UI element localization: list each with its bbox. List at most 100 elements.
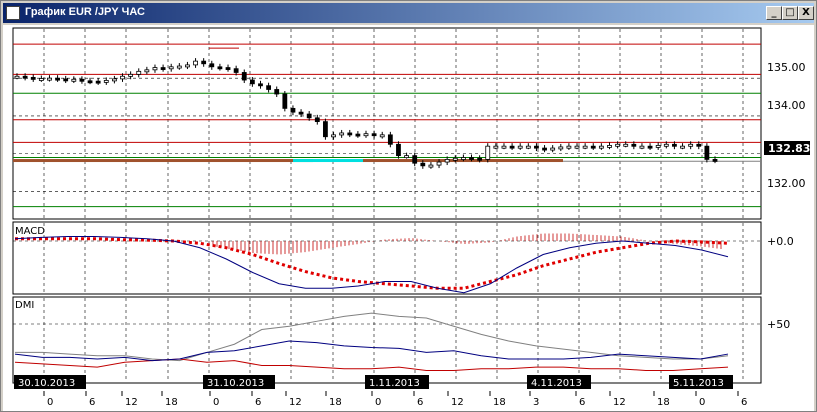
date-label-5: 5.11.2013 [673,378,724,389]
candle-body [542,147,547,151]
dmi-label: DMI [15,300,34,311]
candle-body [63,78,69,82]
hour-label: 18 [329,397,342,408]
price-axis-label-134: 134.00 [767,99,806,112]
candle-body [14,75,20,79]
close-button[interactable]: X [798,6,814,20]
candle-body [412,155,418,164]
candle-body [420,162,426,167]
candle-body [144,69,150,73]
candle-body [631,143,637,147]
support-band-cyan [293,159,363,163]
title-bar[interactable]: График EUR /JPY ЧАС _ □ X [3,3,814,23]
candle-body [582,145,588,149]
candle-body [241,72,247,81]
candle-body [477,157,483,161]
candle-body [185,64,190,68]
candle-body [168,66,174,70]
candle-body [696,143,702,147]
candle-body [128,73,134,77]
hour-label: 6 [741,397,747,408]
candle-body [655,145,661,148]
maximize-button[interactable]: □ [782,6,798,20]
candle-body [225,67,231,70]
candle-body [371,133,377,137]
candle-body [623,143,629,147]
chart-app-icon [6,6,20,20]
macd-pane-frame [12,221,762,295]
candle-body [201,60,207,65]
candle-body [574,145,580,149]
candle-body [339,132,345,136]
dmi-adx-line [15,312,729,362]
candle-body [136,70,142,75]
dmi-pane-frame [12,296,762,384]
hour-label: 12 [613,397,626,408]
price-axis-label-132: 132.00 [767,177,806,190]
candle-body [176,65,182,69]
date-label-1: 30.10.2013 [18,378,75,389]
candle-body [452,157,458,161]
candle-body [193,60,198,66]
dmi-axis-label: +50 [767,318,790,331]
candle-body [347,132,353,136]
hour-label: 0 [213,397,219,408]
candle-body [396,143,401,157]
candle-body [615,143,621,147]
dmi-plus-di-line [14,340,729,362]
hour-label: 6 [417,397,423,408]
candle-body [152,67,158,71]
candle-body [30,76,36,80]
candle-body [525,145,531,149]
candle-body [672,143,677,147]
hour-label: 0 [699,397,705,408]
window-title: График EUR /JPY ЧАС [25,6,145,18]
candle-body [22,75,28,79]
price-axis-label-135: 135.00 [767,61,806,74]
hour-label: 12 [125,397,138,408]
candle-body [444,159,450,163]
hour-label: 18 [657,397,670,408]
hour-label: 18 [165,397,178,408]
chart-area[interactable]: 135.00 134.00 132.00 132.83 MACD +0.0 DM… [3,25,814,411]
candle-body [558,146,564,150]
candle-body [282,93,288,109]
candle-body [680,145,685,149]
candle-body [95,80,101,84]
macd-main-line [14,236,729,294]
candle-body [290,107,296,113]
candle-body [387,134,393,145]
candle-body [274,89,280,95]
candle-body [306,113,312,119]
candle-body [550,147,556,151]
candle-body [363,133,369,137]
candle-body [590,145,596,149]
support-band [13,159,313,163]
candle-body [103,80,109,83]
candle-body [266,85,272,90]
candle-body [120,75,125,80]
minimize-button[interactable]: _ [766,6,782,20]
candle-body [217,66,223,70]
macd-label: MACD [15,226,45,237]
candle-body [663,143,669,147]
hour-label: 12 [289,397,302,408]
candle-body [331,134,336,138]
candle-body [249,79,255,85]
date-label-2: 31.10.2013 [207,378,264,389]
date-label-3: 1.11.2013 [369,378,420,389]
chart-canvas[interactable]: 135.00 134.00 132.00 132.83 MACD +0.0 DM… [3,25,814,411]
hour-axis-labels: 0 6 12 18 0 6 12 18 0 6 12 18 3 6 12 18 0 6 [43,391,747,408]
candle-body [428,164,434,168]
candle-body [501,145,507,149]
dmi-minus-di-line [14,358,729,371]
hour-label: 6 [579,397,585,408]
dmi-lines [14,312,729,371]
candle-body [47,77,52,81]
current-price-label: 132.83 [768,142,810,155]
candle-body [469,157,474,160]
candle-body [509,145,515,149]
candle-body [704,145,710,160]
candle-body [688,143,694,147]
